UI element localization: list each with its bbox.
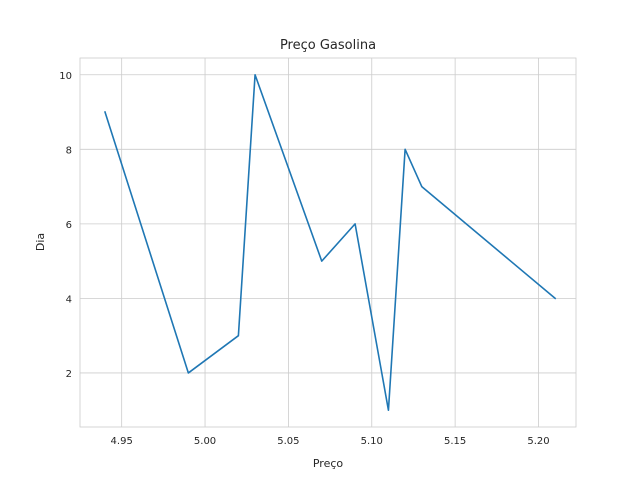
x-axis-label: Preço [313, 457, 344, 470]
y-tick-label: 8 [66, 145, 72, 156]
chart-title: Preço Gasolina [280, 38, 376, 53]
x-tick-label: 5.05 [277, 436, 299, 447]
x-tick-label: 5.10 [361, 436, 383, 447]
y-tick-label: 4 [66, 294, 72, 305]
y-tick-label: 10 [59, 71, 72, 82]
x-tick-label: 5.20 [527, 436, 549, 447]
y-axis-label: Dia [34, 233, 47, 251]
x-tick-label: 5.00 [194, 436, 216, 447]
y-tick-label: 2 [66, 369, 72, 380]
x-tick-label: 4.95 [111, 436, 133, 447]
series-layer [104, 73, 557, 412]
series-line [104, 73, 557, 412]
x-tick-label: 5.15 [444, 436, 466, 447]
y-axis-ticks: 2 4 6 8 10 [59, 71, 72, 380]
y-tick-label: 6 [66, 220, 72, 231]
plot-frame [79, 57, 577, 428]
grid [80, 58, 576, 427]
x-axis-ticks: 4.95 5.00 5.05 5.10 5.15 5.20 [111, 436, 550, 447]
plot-area [80, 58, 576, 427]
